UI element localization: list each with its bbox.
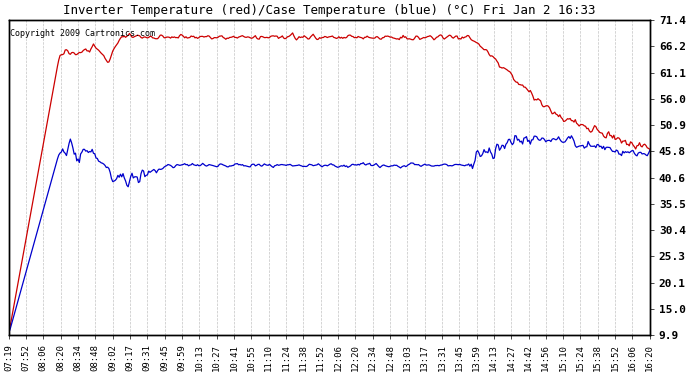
Title: Inverter Temperature (red)/Case Temperature (blue) (°C) Fri Jan 2 16:33: Inverter Temperature (red)/Case Temperat… <box>63 4 595 17</box>
Text: Copyright 2009 Cartronics.com: Copyright 2009 Cartronics.com <box>10 29 155 38</box>
